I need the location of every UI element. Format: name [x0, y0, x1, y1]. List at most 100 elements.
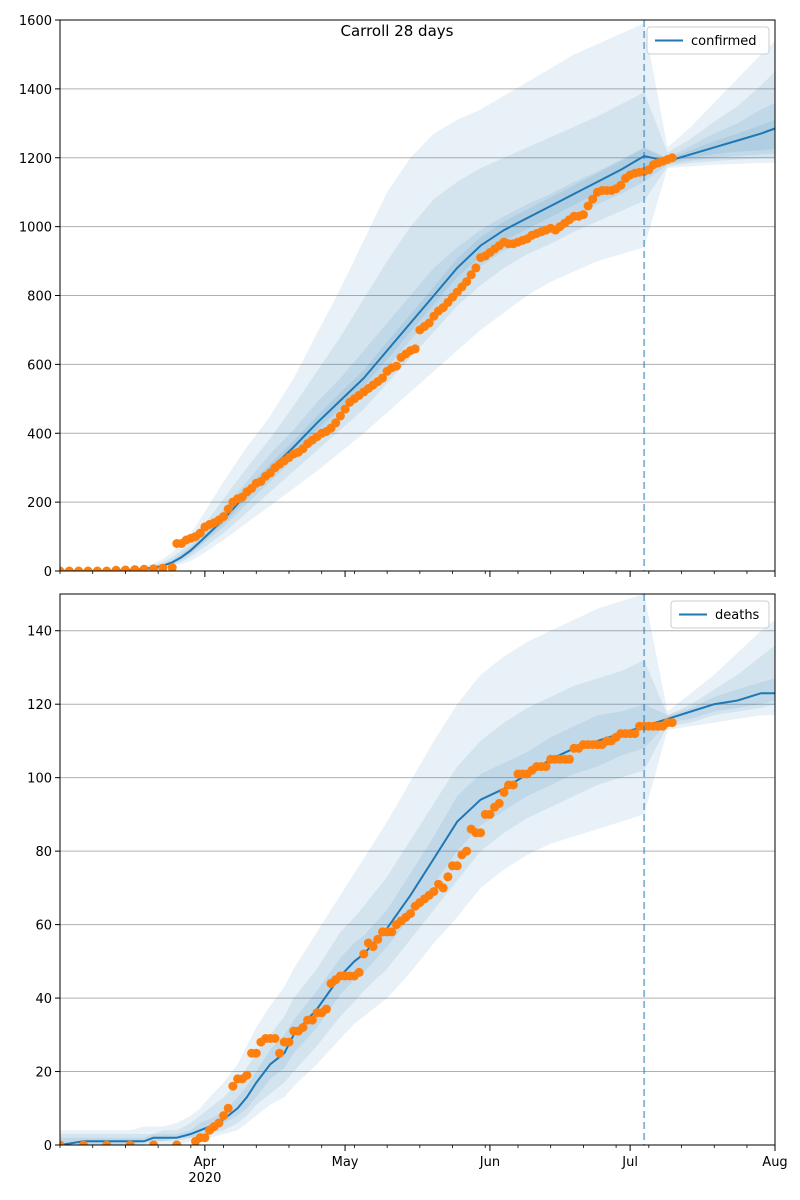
x-tick-label: Apr	[194, 1155, 217, 1170]
x-tick-year-label: 2020	[188, 1171, 221, 1186]
legend-box	[646, 26, 770, 55]
observed-point	[219, 512, 229, 522]
observed-point	[359, 949, 369, 959]
y-tick-label: 1000	[19, 221, 52, 236]
observed-point	[167, 563, 177, 571]
observed-point	[321, 1004, 331, 1014]
observed-point	[471, 263, 481, 273]
observed-point	[476, 828, 486, 838]
axes-frame	[59, 593, 776, 1146]
observed-point	[373, 934, 383, 944]
credible-band-1	[60, 645, 775, 1145]
confirmed-panel: 0 200 400 600 800 1000 1200 1400 1600 confirmed	[19, 14, 776, 580]
observed-point	[228, 1081, 238, 1091]
observed-point	[102, 1140, 112, 1145]
observed-point	[354, 967, 364, 977]
observed-point	[125, 1140, 135, 1145]
observed-point	[340, 404, 350, 414]
observed-point	[410, 344, 420, 354]
credible-band-0	[60, 23, 775, 571]
observed-point	[368, 942, 378, 952]
observed-point	[284, 1037, 294, 1047]
observed-point	[466, 270, 476, 280]
observed-point	[102, 566, 112, 571]
observed-point	[588, 194, 598, 204]
observed-point	[331, 418, 341, 428]
observed-point	[494, 798, 504, 808]
observed-point	[200, 1133, 210, 1143]
legend-box	[670, 600, 770, 629]
observed-point	[443, 872, 453, 882]
x-tick-label: Jul	[621, 1155, 638, 1170]
y-tick-label: 120	[27, 698, 52, 713]
observed-point	[667, 153, 677, 163]
observed-point	[139, 564, 149, 571]
y-tick-label: 0	[44, 565, 52, 580]
observed-point	[120, 565, 130, 571]
observed-point	[130, 565, 140, 571]
y-tick-label: 80	[35, 845, 52, 860]
observed-point	[307, 1015, 317, 1025]
observed-point	[616, 180, 626, 190]
observed-point	[195, 528, 205, 538]
observed-point	[298, 1023, 308, 1032]
observed-point	[219, 1111, 229, 1121]
observed-point	[64, 566, 74, 571]
observed-point	[242, 1070, 252, 1080]
observed-point	[214, 1118, 224, 1128]
observed-point	[429, 887, 439, 896]
observed-point	[223, 1103, 233, 1113]
legend-label: deaths	[715, 608, 760, 623]
observed-point	[392, 361, 401, 371]
y-tick-label: 0	[44, 1139, 52, 1154]
observed-point	[462, 846, 472, 856]
legend-label: confirmed	[691, 34, 757, 49]
observed-point	[149, 1140, 158, 1145]
observed-point	[149, 564, 158, 571]
observed-point	[275, 1048, 285, 1058]
x-tick-label: May	[332, 1155, 359, 1170]
observed-point	[438, 883, 448, 893]
observed-point	[83, 566, 93, 571]
observed-point	[564, 754, 574, 764]
observed-point	[452, 861, 462, 871]
credible-band-0	[60, 594, 775, 1145]
observed-point	[251, 1048, 261, 1058]
observed-point	[508, 780, 518, 790]
observed-point	[111, 565, 121, 571]
observed-point	[223, 504, 233, 514]
plot-area	[60, 594, 775, 1145]
observed-point	[378, 373, 387, 383]
observed-point	[541, 762, 551, 772]
y-tick-label: 140	[27, 625, 52, 640]
figure-title: Carroll 28 days	[341, 22, 454, 40]
observed-point	[462, 277, 472, 287]
observed-point	[335, 411, 345, 421]
observed-point	[583, 201, 593, 211]
y-tick-label: 1400	[19, 83, 52, 98]
observed-point	[406, 909, 415, 919]
y-tick-label: 600	[27, 358, 52, 373]
observed-point	[387, 927, 397, 937]
observed-point	[60, 1140, 65, 1145]
observed-point	[667, 718, 677, 728]
observed-point	[270, 1034, 280, 1043]
observed-point	[485, 809, 495, 819]
observed-point	[578, 210, 588, 220]
y-tick-label: 20	[35, 1066, 52, 1081]
x-tick-label: Aug	[762, 1155, 787, 1170]
y-tick-label: 60	[35, 919, 52, 934]
y-tick-label: 100	[27, 772, 52, 787]
y-tick-label: 1600	[19, 14, 52, 29]
observed-point	[172, 1140, 182, 1145]
y-tick-label: 40	[35, 992, 52, 1007]
y-tick-label: 1200	[19, 152, 52, 167]
model-line	[60, 127, 775, 571]
plot-area	[60, 23, 775, 571]
observed-point	[424, 318, 434, 328]
y-tick-label: 400	[27, 427, 52, 442]
x-tick-label: Jun	[479, 1155, 500, 1170]
y-tick-label: 800	[27, 290, 52, 305]
